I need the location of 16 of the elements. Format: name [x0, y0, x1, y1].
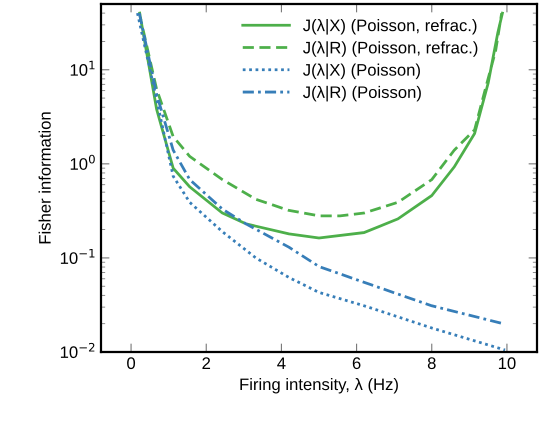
legend-label: J(λ|R) (Poisson) — [303, 86, 421, 102]
x-tick-label: 10 — [498, 357, 516, 370]
y-tick-label: 10$^{0}$ — [70, 154, 95, 170]
y-tick-label: 10$^{−2}$ — [60, 342, 94, 358]
x-axis-title: Firing intensity, λ (Hz) — [240, 378, 398, 394]
x-tick-label: 2 — [202, 357, 210, 369]
legend-label: J(λ|R) (Poisson, refrac.) — [303, 41, 478, 57]
legend-label: J(λ|X) (Poisson, refrac.) — [303, 19, 476, 35]
y-tick-label: 10$^{1}$ — [70, 60, 95, 76]
legend-label: J(λ|X) (Poisson) — [303, 64, 420, 80]
x-tick-label: 4 — [277, 357, 286, 369]
x-tick-label: 0 — [127, 357, 136, 370]
x-tick-label: 8 — [428, 357, 436, 370]
y-axis-title: Fisher information — [38, 112, 51, 244]
y-tick-label: 10$^{−1}$ — [60, 248, 94, 264]
x-tick-label: 6 — [352, 357, 360, 370]
